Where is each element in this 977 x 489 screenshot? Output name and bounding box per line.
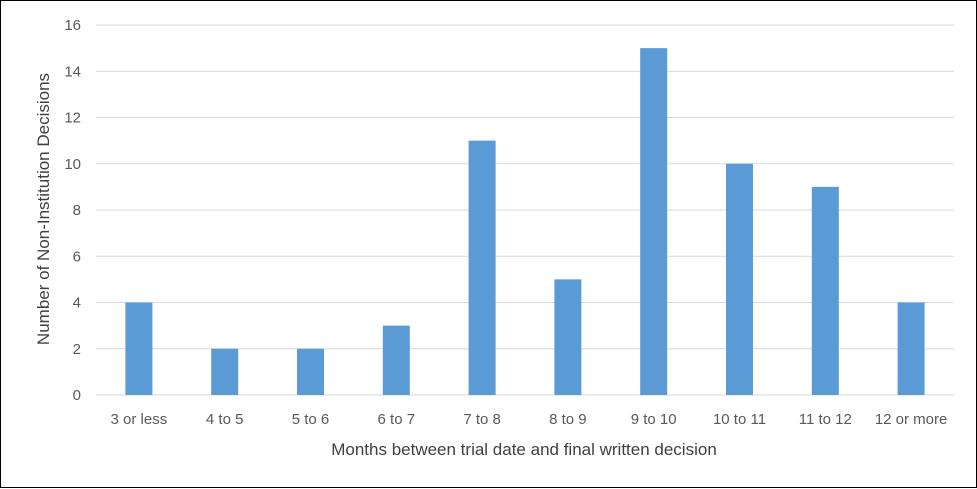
gridlines [96,24,954,396]
x-tick-label: 10 to 11 [713,411,766,428]
x-tick-label: 7 to 8 [463,411,501,428]
y-tick-label: 4 [73,295,81,312]
bar [211,348,239,395]
x-tick-label: 11 to 12 [799,411,852,428]
y-tick-label: 2 [73,341,81,358]
y-tick-label: 16 [64,17,81,34]
x-tick-label: 3 or less [111,411,168,428]
bar [811,186,839,395]
bar [897,302,925,395]
y-tick-label: 0 [73,387,81,404]
y-axis-title: Number of Non-Institution Decisions [34,73,53,345]
bar [297,348,324,395]
x-tick-label: 9 to 10 [631,411,677,428]
bar [554,279,582,395]
bar [468,140,496,395]
x-axis-title: Months between trial date and final writ… [331,440,717,459]
y-tick-label: 10 [64,156,81,173]
x-tick-label: 6 to 7 [378,411,416,428]
x-tick-labels: 3 or less 4 to 5 5 to 6 6 to 7 7 to 8 8 to 9 9… [111,411,948,428]
bars [125,48,925,395]
y-tick-label: 6 [73,248,81,265]
x-tick-label: 12 or more [875,411,948,428]
y-tick-label: 12 [64,110,81,127]
bar [125,302,153,395]
x-tick-label: 4 to 5 [206,411,244,428]
y-tick-label: 14 [64,63,81,80]
bar [726,163,753,395]
bar [382,325,410,395]
bar [640,48,668,395]
y-tick-labels: 0 2 4 6 8 10 12 14 16 [64,17,81,404]
x-tick-label: 8 to 9 [549,411,587,428]
x-tick-label: 5 to 6 [292,411,330,428]
y-tick-label: 8 [73,202,81,219]
